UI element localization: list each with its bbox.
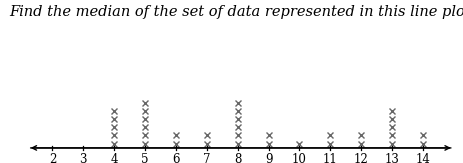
Text: 10: 10 [292,153,307,163]
Text: 11: 11 [323,153,338,163]
Text: 7: 7 [203,153,211,163]
Text: 6: 6 [172,153,180,163]
Text: 5: 5 [141,153,149,163]
Text: 3: 3 [80,153,87,163]
Text: Find the median of the set of data represented in this line plot.: Find the median of the set of data repre… [9,5,463,19]
Text: 4: 4 [111,153,118,163]
Text: 13: 13 [385,153,400,163]
Text: 9: 9 [265,153,272,163]
Text: 12: 12 [354,153,369,163]
Text: 8: 8 [234,153,241,163]
Text: 14: 14 [415,153,430,163]
Text: 2: 2 [49,153,56,163]
